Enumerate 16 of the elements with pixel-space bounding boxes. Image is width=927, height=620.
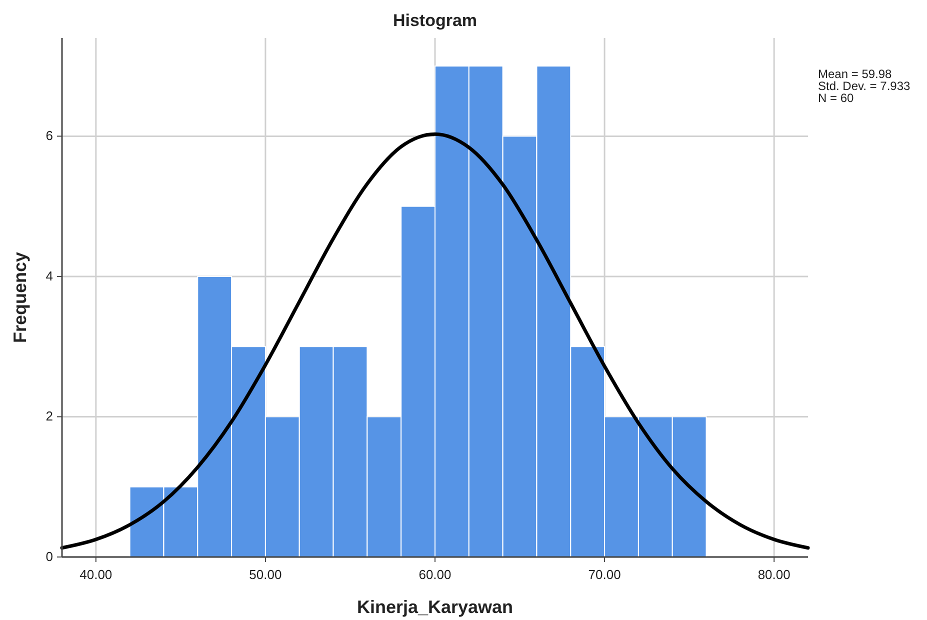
x-tick-label: 40.00 bbox=[80, 567, 112, 582]
x-tick-label: 50.00 bbox=[249, 567, 282, 582]
text: Std. Dev. = 7.933 bbox=[818, 79, 910, 93]
x-axis-title: Kinerja_Karyawan bbox=[356, 597, 514, 617]
y-tick-label: 6 bbox=[46, 128, 53, 144]
y-tick-label: 2 bbox=[46, 408, 53, 424]
chart-title: Histogram bbox=[392, 11, 478, 30]
text: Mean = 59.98 bbox=[818, 67, 892, 81]
x-tick-label: 60.00 bbox=[418, 567, 452, 582]
line-series bbox=[60, 132, 810, 550]
y-tick-label: 4 bbox=[46, 268, 53, 284]
y-axis-title: Frequency bbox=[10, 252, 30, 344]
x-tick-label: 70.00 bbox=[588, 567, 621, 582]
y-tick-label: 0 bbox=[46, 549, 53, 564]
x-tick-label: 80.00 bbox=[758, 567, 790, 582]
text: N = 60 bbox=[818, 91, 854, 105]
